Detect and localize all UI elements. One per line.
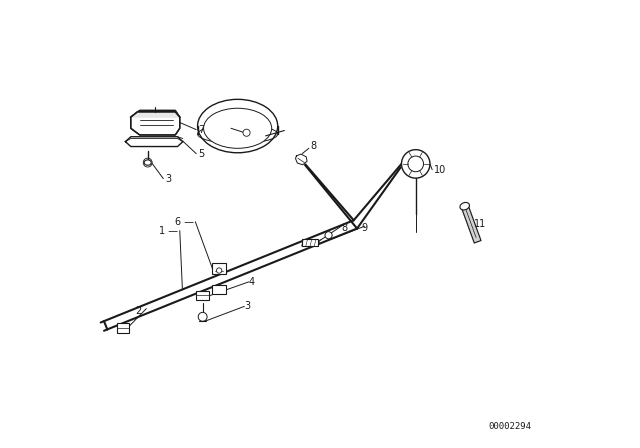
Text: 10: 10	[434, 165, 446, 175]
Text: 4: 4	[249, 277, 255, 287]
Text: 5: 5	[198, 149, 204, 159]
Polygon shape	[131, 112, 180, 117]
Text: 8: 8	[341, 224, 348, 233]
Ellipse shape	[204, 108, 272, 148]
Text: 9: 9	[362, 224, 367, 233]
Text: 8: 8	[310, 141, 316, 151]
FancyBboxPatch shape	[301, 239, 319, 246]
Circle shape	[401, 150, 430, 178]
FancyBboxPatch shape	[212, 263, 226, 274]
Polygon shape	[296, 154, 307, 165]
Ellipse shape	[460, 202, 470, 210]
Circle shape	[408, 156, 424, 172]
Circle shape	[243, 129, 250, 136]
Text: 2: 2	[136, 306, 142, 316]
Text: 3: 3	[165, 174, 171, 185]
FancyBboxPatch shape	[196, 291, 209, 300]
Circle shape	[325, 232, 332, 239]
Polygon shape	[131, 111, 180, 135]
Polygon shape	[461, 205, 481, 243]
Text: 3: 3	[244, 302, 250, 311]
Circle shape	[216, 268, 222, 273]
Ellipse shape	[144, 160, 151, 165]
Circle shape	[198, 312, 207, 321]
Text: 00002294: 00002294	[488, 422, 531, 431]
Text: 1 —: 1 —	[159, 226, 177, 236]
Text: 11: 11	[474, 219, 486, 229]
FancyBboxPatch shape	[116, 323, 129, 332]
Text: 7: 7	[198, 125, 204, 134]
Text: 6 —: 6 —	[175, 217, 193, 227]
Ellipse shape	[198, 99, 278, 153]
FancyBboxPatch shape	[212, 285, 226, 294]
Polygon shape	[125, 137, 183, 146]
